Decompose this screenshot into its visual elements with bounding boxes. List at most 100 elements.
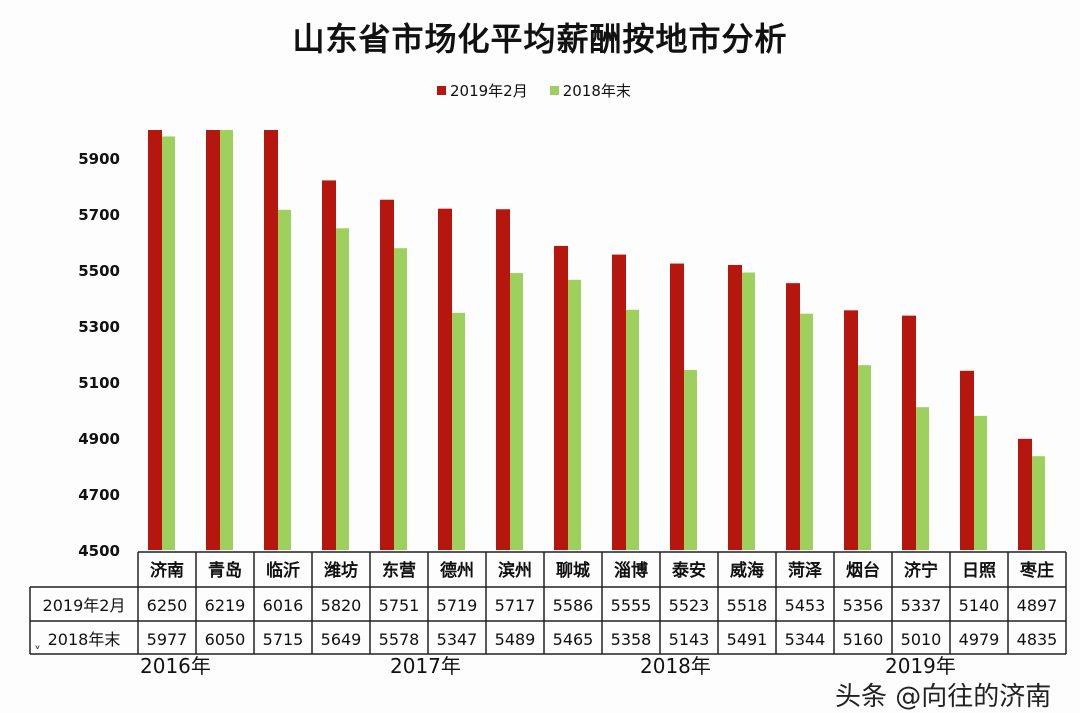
table-category: 东营 [382,560,416,581]
table-category: 济宁 [904,560,938,581]
table-cell-2019: 5140 [959,596,1000,615]
table-category: 烟台 [846,560,880,581]
table-cell-2019: 5751 [379,596,420,615]
table-cell-2019: 6219 [205,596,246,615]
table-cell-2018: 6050 [205,630,246,649]
bar-2018-日照 [974,415,987,550]
bar-2018-威海 [742,272,755,550]
bar-2019-泰安 [670,263,684,550]
bar-2018-淄博 [626,309,639,550]
table-cell-2019: 5356 [843,596,884,615]
bar-2019-济宁 [902,315,916,550]
bar-2019-威海 [728,264,742,550]
table-cell-2018: 5143 [669,630,710,649]
bar-2018-泰安 [684,369,697,550]
year-label: 2019年 [885,654,956,678]
bar-2019-东营 [380,199,394,550]
table-cell-2019: 5820 [321,596,362,615]
table-cell-2018: 5465 [553,630,594,649]
bar-2018-济宁 [916,407,929,550]
table-cell-2019: 5523 [669,596,710,615]
bar-2018-滨州 [510,273,523,550]
legend-label: 2019年2月 [450,82,528,100]
legend-swatch [437,86,446,95]
bar-2019-烟台 [844,310,858,550]
bar-2018-枣庄 [1032,456,1045,550]
y-tick-label: 5300 [78,318,120,336]
table-cell-2019: 5518 [727,596,768,615]
table-cell-2018: 5160 [843,630,884,649]
year-label: 2018年 [640,654,711,678]
table-cell-2019: 5719 [437,596,478,615]
table-category: 泰安 [672,560,706,581]
bar-2018-烟台 [858,365,871,550]
bar-2019-德州 [438,208,452,550]
table-cell-2018: 5578 [379,630,420,649]
table-category: 临沂 [266,560,300,581]
table-row-label: 2018年末 [48,630,121,649]
table-cell-2018: 5347 [437,630,478,649]
legend-item-2019: 2019年2月 [437,80,528,101]
legend: 2019年2月 2018年末 [437,80,631,101]
y-tick-label: 5700 [78,206,120,224]
bar-2019-临沂 [264,130,278,550]
bar-2019-青岛 [206,130,220,550]
table-category: 淄博 [614,560,648,581]
table-cell-2018: 5344 [785,630,826,649]
bar-2019-潍坊 [322,180,336,550]
bar-2018-潍坊 [336,228,349,550]
y-tick-label: 4500 [78,542,120,560]
caret-mark: ˅ [34,645,41,661]
table-cell-2019: 5717 [495,596,536,615]
y-tick-label: 5900 [78,150,120,168]
table-cell-2019: 5337 [901,596,942,615]
table-category: 德州 [440,560,474,581]
bar-2018-青岛 [220,130,233,550]
table-cell-2019: 5555 [611,596,652,615]
table-cell-2018: 5358 [611,630,652,649]
legend-swatch [549,86,559,95]
bar-2019-淄博 [612,254,626,550]
table-cell-2019: 6250 [147,596,188,615]
y-tick-label: 4700 [78,486,120,504]
table-cell-2018: 5491 [727,630,768,649]
table-category: 聊城 [556,560,590,581]
table-cell-2019: 4897 [1017,596,1058,615]
table-cell-2018: 5715 [263,630,304,649]
chart-title: 山东省市场化平均薪酬按地市分析 [292,20,788,58]
table-cell-2019: 5586 [553,596,594,615]
year-label: 2017年 [390,654,461,678]
y-tick-label: 5100 [78,374,120,392]
bar-2019-聊城 [554,245,568,551]
bar-2019-菏泽 [786,283,800,550]
table-category: 菏泽 [788,560,822,581]
bar-2018-聊城 [568,279,581,550]
bar-2019-日照 [960,370,974,550]
table-category: 枣庄 [1019,560,1054,581]
table-cell-2018: 4979 [959,630,1000,649]
bar-2018-菏泽 [800,313,813,550]
table-cell-2018: 5489 [495,630,536,649]
table-category: 威海 [730,560,764,581]
legend-item-2018: 2018年末 [549,80,631,101]
y-tick-label: 4900 [78,430,120,448]
y-tick-label: 5500 [78,262,120,280]
bar-2019-滨州 [496,209,510,551]
bar-2018-临沂 [278,209,291,551]
table-cell-2018: 5649 [321,630,362,649]
bar-2018-东营 [394,248,407,550]
table-category: 滨州 [498,560,532,581]
table-category: 青岛 [208,560,242,581]
bar-2019-枣庄 [1018,438,1032,550]
bar-2019-济南 [148,130,162,550]
table-cell-2019: 5453 [785,596,826,615]
table-cell-2019: 6016 [263,596,304,615]
table-cell-2018: 5010 [901,630,942,649]
watermark: 头条 @向往的济南 [835,682,1052,712]
table-category: 潍坊 [324,560,358,581]
table-cell-2018: 4835 [1017,630,1058,649]
year-label: 2016年 [140,654,211,678]
legend-label: 2018年末 [562,82,631,100]
